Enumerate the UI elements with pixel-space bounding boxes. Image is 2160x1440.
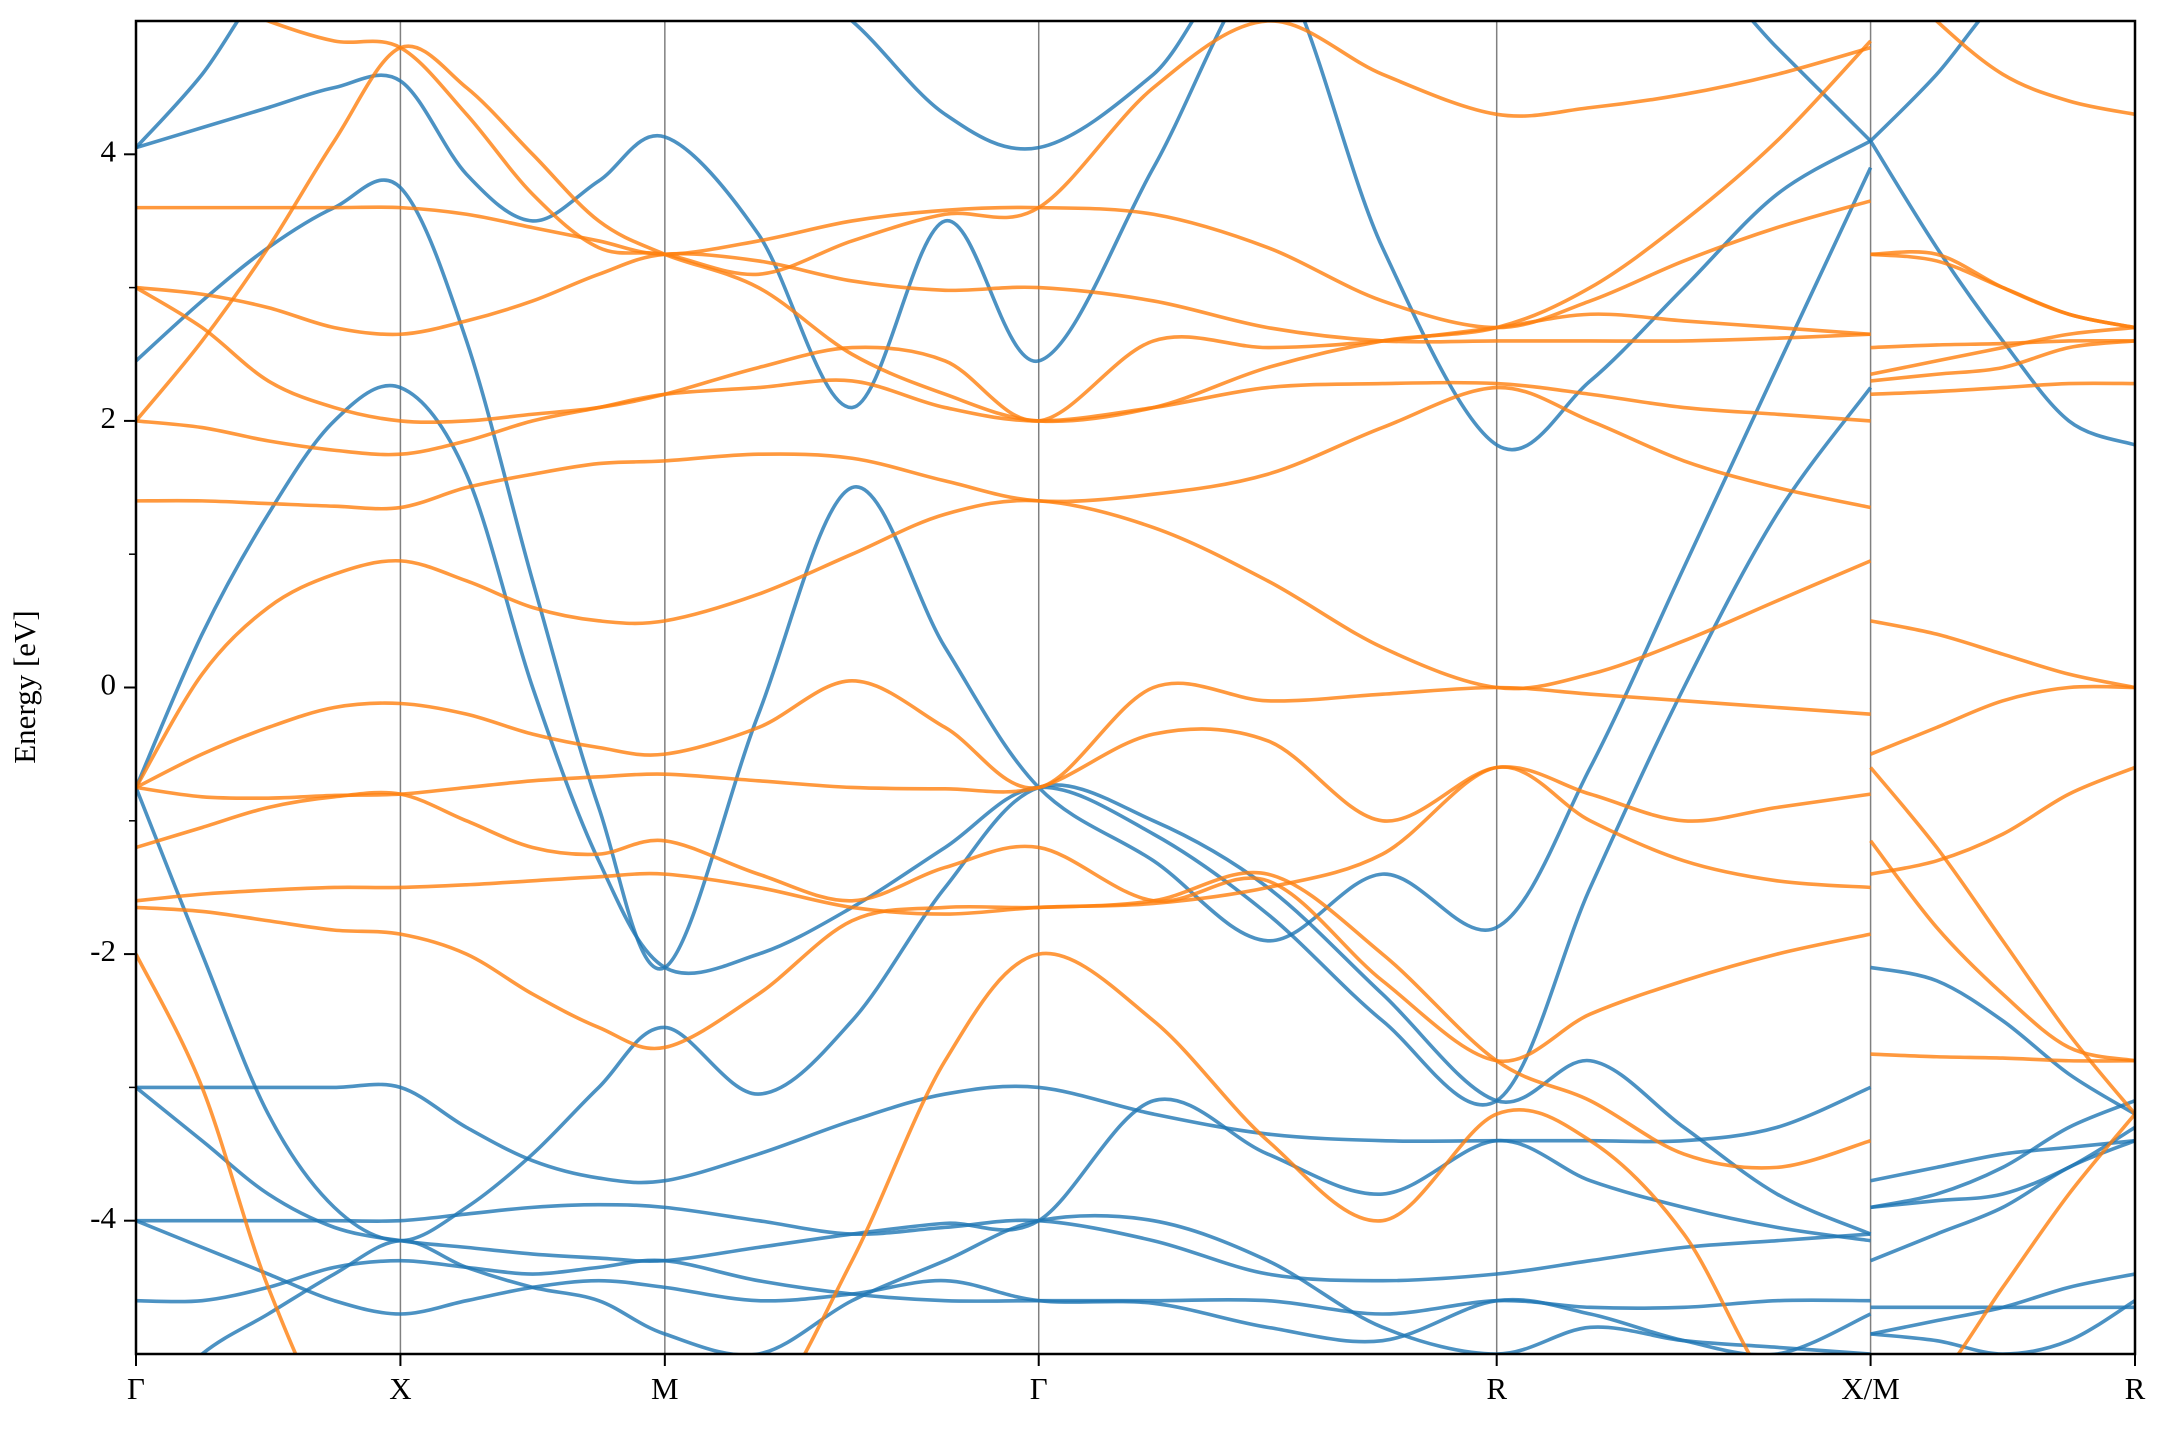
y-tick-label: 2 [101,400,117,435]
x-tick-label: X/M [1841,1371,1900,1406]
y-axis-label: Energy [eV] [7,610,42,764]
band-line [136,498,2135,789]
band-line [136,1082,2135,1210]
y-tick-label: 0 [101,667,117,702]
band-line [136,870,2135,1170]
band-line [136,21,1872,452]
band-line [136,1258,2135,1316]
band-line [136,951,2135,1354]
band-line [136,251,2135,350]
band-line [136,286,2135,424]
y-tick-label: -4 [90,1200,116,1235]
x-tick-label: M [651,1371,679,1406]
bands [136,21,2135,1354]
band-line [136,1085,2135,1263]
band-line [136,727,2135,1116]
axes: -4 -2 0 2 4 Γ X M Γ R X/M R [90,133,2145,1406]
band-line [136,383,2135,1116]
band-line [136,21,1982,410]
band-line [136,199,2135,330]
band-line [136,679,2135,790]
x-tick-label: Γ [127,1371,145,1406]
band-line [136,1219,2135,1354]
band-line [136,378,2135,457]
band-line [136,140,2135,971]
x-tick-label: Γ [1030,1371,1048,1406]
band-line [136,765,2135,916]
y-tick-label: -2 [90,933,116,968]
y-tick-label: 4 [101,133,117,168]
band-line [199,1213,2135,1354]
x-tick-label: R [1486,1371,1507,1406]
band-line [262,21,2135,277]
band-line [136,39,2135,424]
band-line [136,783,2135,1243]
band-line [136,790,2135,1064]
x-tick-label: X [389,1371,411,1406]
band-line [136,1125,2135,1283]
x-tick-label: R [2125,1371,2146,1406]
band-line [136,325,2135,511]
